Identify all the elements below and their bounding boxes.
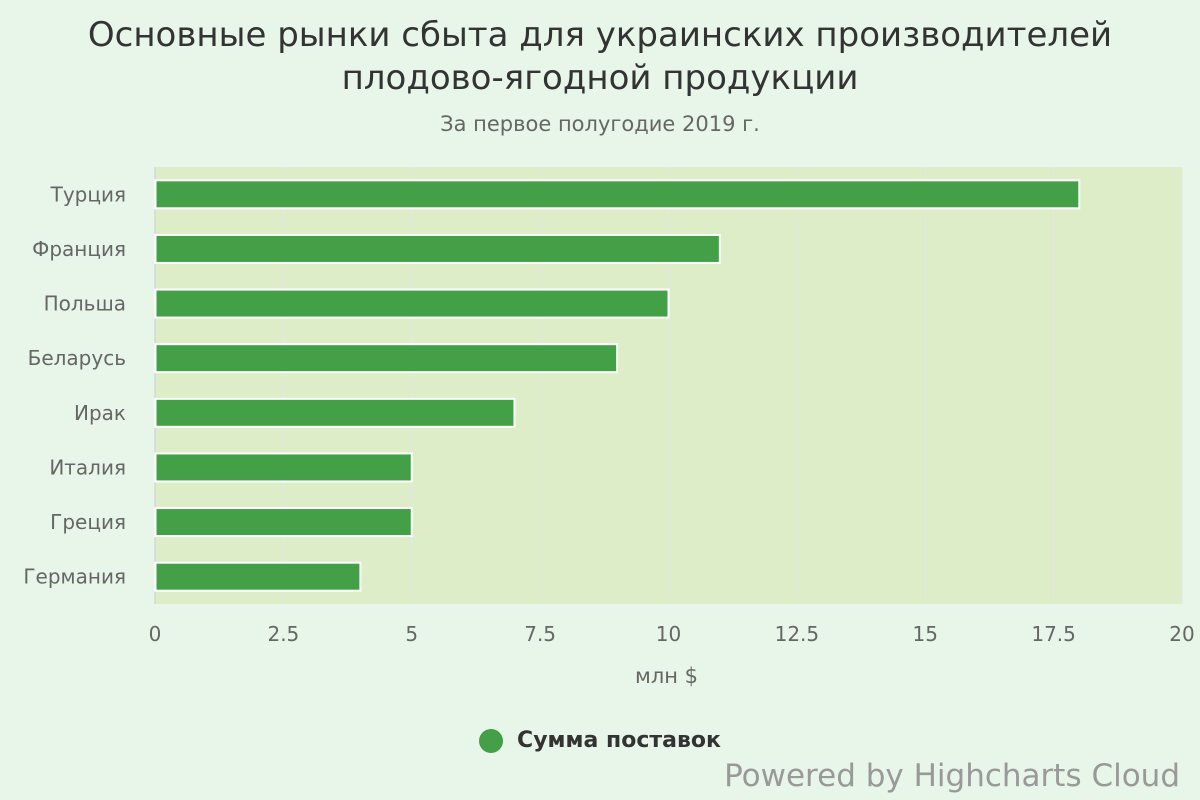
x-tick-label: 15 <box>913 622 938 646</box>
bar[interactable] <box>154 343 619 374</box>
category-label: Греция <box>50 510 126 534</box>
category-label: Польша <box>44 292 126 316</box>
x-tick-label: 12.5 <box>775 622 820 646</box>
legend-marker[interactable] <box>479 728 504 753</box>
chart-title: Основные рынки сбыта для украинских прои… <box>0 14 1200 100</box>
bar[interactable] <box>154 452 413 483</box>
bar[interactable] <box>154 397 516 428</box>
legend-label[interactable]: Сумма поставок <box>517 728 721 753</box>
bar[interactable] <box>154 233 721 264</box>
category-label: Германия <box>23 565 126 589</box>
chart-subtitle: За первое полугодие 2019 г. <box>440 112 760 136</box>
chart-title-line-2: плодово-ягодной продукции <box>341 58 859 98</box>
category-label: Италия <box>49 455 126 479</box>
bar[interactable] <box>154 179 1081 210</box>
category-label: Ирак <box>74 401 126 425</box>
x-tick-label: 5 <box>405 622 418 646</box>
category-label: Турция <box>50 182 126 206</box>
x-tick-label: 10 <box>656 622 681 646</box>
legend[interactable]: Сумма поставок <box>0 728 1200 753</box>
x-tick-label: 7.5 <box>524 622 556 646</box>
x-tick-label: 17.5 <box>1031 622 1076 646</box>
chart-title-line-1: Основные рынки сбыта для украинских прои… <box>87 15 1113 55</box>
category-label: Беларусь <box>28 346 126 370</box>
category-label: Франция <box>32 237 126 261</box>
bar[interactable] <box>154 507 413 538</box>
bar[interactable] <box>154 561 362 592</box>
bar[interactable] <box>154 288 670 319</box>
x-tick-label: 2.5 <box>267 622 299 646</box>
x-tick-label: 0 <box>149 622 162 646</box>
value-axis-title: млн $ <box>635 664 698 688</box>
credits-link[interactable]: Powered by Highcharts Cloud <box>724 758 1180 794</box>
x-tick-label: 20 <box>1169 622 1194 646</box>
